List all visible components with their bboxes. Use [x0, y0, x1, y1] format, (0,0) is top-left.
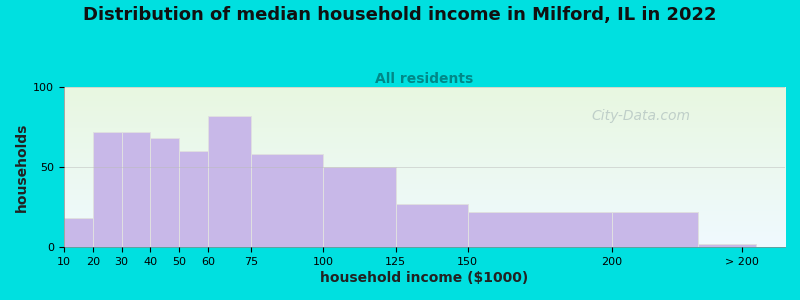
Bar: [396, 204, 468, 247]
Bar: [323, 167, 396, 247]
Bar: [698, 244, 756, 247]
Bar: [208, 116, 251, 247]
Bar: [251, 154, 323, 247]
Bar: [122, 132, 150, 247]
X-axis label: household income ($1000): household income ($1000): [320, 271, 529, 285]
Y-axis label: households: households: [15, 122, 29, 212]
Text: Distribution of median household income in Milford, IL in 2022: Distribution of median household income …: [83, 6, 717, 24]
Bar: [179, 151, 208, 247]
Bar: [612, 212, 698, 247]
Bar: [468, 212, 612, 247]
Bar: [64, 218, 93, 247]
Bar: [93, 132, 122, 247]
Bar: [150, 138, 179, 247]
Title: All residents: All residents: [375, 72, 474, 86]
Text: City-Data.com: City-Data.com: [591, 109, 690, 123]
